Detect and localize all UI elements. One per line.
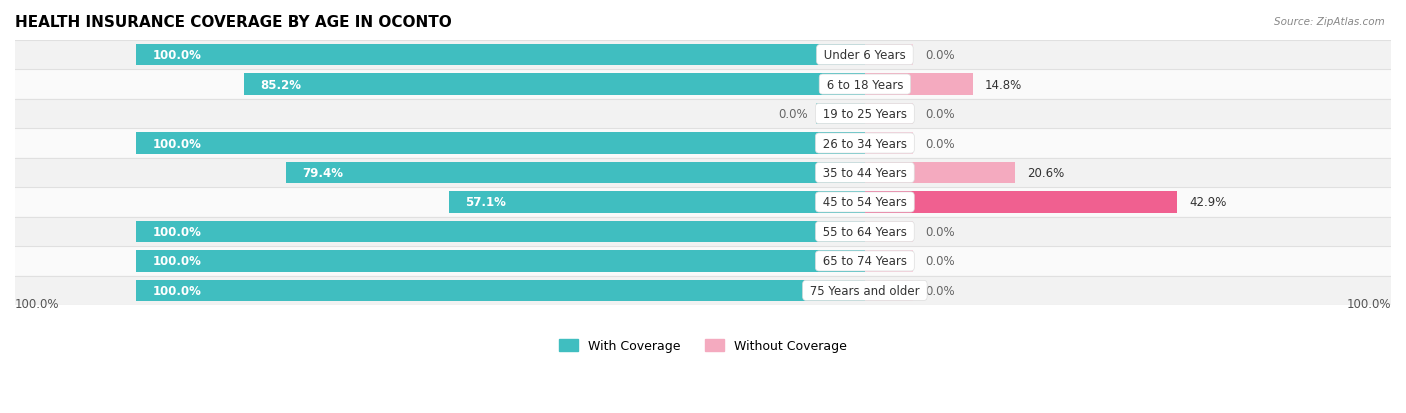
Text: Under 6 Years: Under 6 Years [820, 49, 910, 62]
Text: 42.9%: 42.9% [1189, 196, 1227, 209]
Bar [245, 74, 865, 95]
Text: 0.0%: 0.0% [925, 255, 955, 268]
Bar [15, 247, 1391, 276]
Bar [817, 104, 865, 125]
Bar [15, 276, 1391, 305]
Bar [136, 251, 865, 272]
Bar [865, 133, 914, 154]
Bar [136, 221, 865, 242]
Text: 20.6%: 20.6% [1028, 166, 1064, 180]
Bar [865, 45, 914, 66]
Text: 100.0%: 100.0% [15, 297, 59, 310]
Text: 45 to 54 Years: 45 to 54 Years [820, 196, 911, 209]
Bar [865, 221, 914, 242]
Text: 35 to 44 Years: 35 to 44 Years [820, 166, 911, 180]
Bar [449, 192, 865, 213]
Bar [865, 162, 1015, 184]
Legend: With Coverage, Without Coverage: With Coverage, Without Coverage [554, 335, 852, 357]
Bar [15, 70, 1391, 100]
Text: 26 to 34 Years: 26 to 34 Years [820, 137, 911, 150]
Text: 57.1%: 57.1% [465, 196, 506, 209]
Text: 100.0%: 100.0% [153, 49, 201, 62]
Text: HEALTH INSURANCE COVERAGE BY AGE IN OCONTO: HEALTH INSURANCE COVERAGE BY AGE IN OCON… [15, 15, 451, 30]
Bar [136, 45, 865, 66]
Text: 100.0%: 100.0% [153, 284, 201, 297]
Bar [865, 251, 914, 272]
Text: 0.0%: 0.0% [925, 108, 955, 121]
Bar [287, 162, 865, 184]
Text: 85.2%: 85.2% [260, 78, 301, 91]
Text: 79.4%: 79.4% [302, 166, 343, 180]
Bar [15, 100, 1391, 129]
Bar [136, 280, 865, 301]
Text: 100.0%: 100.0% [153, 255, 201, 268]
Text: 0.0%: 0.0% [925, 284, 955, 297]
Text: 55 to 64 Years: 55 to 64 Years [820, 225, 911, 238]
Text: 65 to 74 Years: 65 to 74 Years [820, 255, 911, 268]
Text: 100.0%: 100.0% [153, 137, 201, 150]
Text: 100.0%: 100.0% [153, 225, 201, 238]
Text: 75 Years and older: 75 Years and older [806, 284, 924, 297]
Bar [15, 129, 1391, 159]
Text: 100.0%: 100.0% [1347, 297, 1391, 310]
Text: 0.0%: 0.0% [925, 225, 955, 238]
Bar [15, 188, 1391, 217]
Text: 6 to 18 Years: 6 to 18 Years [823, 78, 907, 91]
Bar [865, 74, 973, 95]
Bar [15, 41, 1391, 70]
Text: 0.0%: 0.0% [925, 137, 955, 150]
Text: 0.0%: 0.0% [779, 108, 808, 121]
Text: 0.0%: 0.0% [925, 49, 955, 62]
Bar [865, 104, 914, 125]
Bar [865, 280, 914, 301]
Bar [15, 217, 1391, 247]
Text: 19 to 25 Years: 19 to 25 Years [820, 108, 911, 121]
Bar [865, 192, 1177, 213]
Text: 14.8%: 14.8% [984, 78, 1022, 91]
Bar [15, 159, 1391, 188]
Bar [136, 133, 865, 154]
Text: Source: ZipAtlas.com: Source: ZipAtlas.com [1274, 17, 1385, 26]
